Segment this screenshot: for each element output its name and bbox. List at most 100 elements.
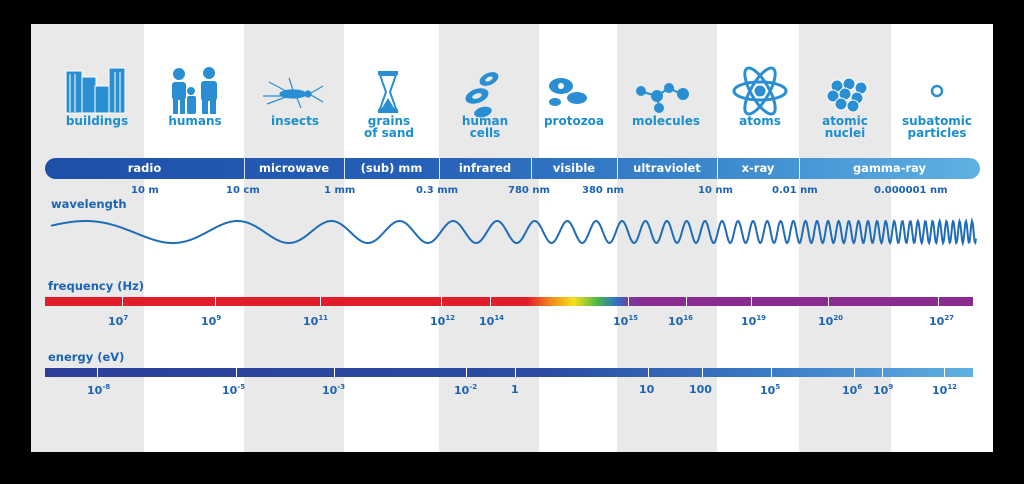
frequency-tick bbox=[490, 297, 491, 306]
label-nuclei-line1: atomic bbox=[822, 114, 868, 128]
nucleus-icon bbox=[826, 77, 868, 113]
frequency-label: 107 bbox=[108, 314, 129, 328]
wavelength-tick: 1 mm bbox=[324, 185, 356, 196]
frequency-tick bbox=[938, 297, 939, 306]
label-molecules: molecules bbox=[631, 114, 701, 128]
wavelength-tick: 780 nm bbox=[508, 185, 550, 196]
wavelength-tick: 0.3 mm bbox=[416, 185, 459, 196]
band-gamma-ray: gamma-ray bbox=[852, 161, 927, 175]
energy-label: 106 bbox=[842, 383, 863, 397]
energy-label: 100 bbox=[689, 383, 712, 396]
energy-tick bbox=[334, 368, 335, 377]
energy-tick bbox=[97, 368, 98, 377]
spectrum-band-bar bbox=[45, 158, 980, 179]
cells-icon bbox=[465, 72, 499, 118]
energy-tick bbox=[515, 368, 516, 377]
label-subatomic-line2: particles bbox=[907, 126, 967, 140]
atom-icon bbox=[732, 66, 788, 116]
energy-label: 10-3 bbox=[322, 383, 346, 397]
band-separator bbox=[439, 158, 440, 179]
humans-icon bbox=[172, 67, 217, 114]
protozoa-icon bbox=[549, 78, 587, 106]
energy-tick bbox=[466, 368, 467, 377]
diagram-panel: buildings humans insects grains of sand … bbox=[31, 24, 993, 452]
frequency-tick bbox=[628, 297, 629, 306]
band-microwave: microwave bbox=[259, 161, 329, 175]
band-infrared: infrared bbox=[458, 161, 512, 175]
frequency-tick bbox=[686, 297, 687, 306]
band-separator bbox=[617, 158, 618, 179]
frequency-tick bbox=[828, 297, 829, 306]
frequency-tick bbox=[441, 297, 442, 306]
energy-tick bbox=[648, 368, 649, 377]
wavelength-tick: 380 nm bbox=[582, 185, 624, 196]
band-separator bbox=[244, 158, 245, 179]
band-separator bbox=[717, 158, 718, 179]
band-visible: visible bbox=[552, 161, 596, 175]
label-protozoa: protozoa bbox=[543, 114, 605, 128]
energy-label: 10-5 bbox=[222, 383, 246, 397]
energy-label: 10-2 bbox=[454, 383, 478, 397]
frequency-label: 1020 bbox=[818, 314, 844, 328]
wavelength-tick: 0.01 nm bbox=[772, 185, 818, 196]
energy-label: 10 bbox=[639, 383, 655, 396]
label-atomic-nuclei: atomic nuclei bbox=[790, 115, 900, 139]
frequency-label: 1015 bbox=[613, 314, 639, 328]
band-separator bbox=[344, 158, 345, 179]
frequency-label: 109 bbox=[201, 314, 222, 328]
label-subatomic-particles: subatomic particles bbox=[882, 115, 992, 139]
wavelength-tick: 0.000001 nm bbox=[874, 185, 948, 196]
label-grains-line1: grains bbox=[367, 114, 411, 128]
hourglass-icon bbox=[378, 71, 398, 113]
frequency-label: 1012 bbox=[430, 314, 456, 328]
energy-tick bbox=[236, 368, 237, 377]
energy-label: 105 bbox=[760, 383, 781, 397]
label-atoms: atoms bbox=[739, 114, 781, 128]
frequency-tick bbox=[751, 297, 752, 306]
band-separator bbox=[531, 158, 532, 179]
frequency-tick bbox=[122, 297, 123, 306]
wavelength-wave bbox=[50, 217, 977, 247]
label-cells-line2: cells bbox=[469, 126, 501, 140]
frequency-label: 1016 bbox=[668, 314, 694, 328]
energy-tick bbox=[702, 368, 703, 377]
energy-bar bbox=[45, 368, 973, 377]
label-human-cells: human cells bbox=[430, 115, 540, 139]
frequency-label: 1019 bbox=[741, 314, 767, 328]
frequency-title: frequency (Hz) bbox=[48, 279, 145, 293]
label-grains-of-sand: grains of sand bbox=[334, 115, 444, 139]
energy-tick bbox=[944, 368, 945, 377]
energy-title: energy (eV) bbox=[48, 350, 125, 364]
label-insects: insects bbox=[271, 114, 319, 128]
frequency-label: 1014 bbox=[479, 314, 505, 328]
column-shade bbox=[617, 24, 717, 452]
frequency-label: 1011 bbox=[303, 314, 329, 328]
buildings-icon bbox=[65, 67, 126, 114]
energy-tick bbox=[882, 368, 883, 377]
energy-label: 1 bbox=[511, 383, 519, 396]
frequency-tick bbox=[320, 297, 321, 306]
band-radio: radio bbox=[127, 161, 162, 175]
frequency-bar bbox=[45, 297, 973, 306]
molecule-icon bbox=[636, 83, 689, 113]
band-xray: x-ray bbox=[741, 161, 775, 175]
energy-label: 10-8 bbox=[87, 383, 111, 397]
band-ultraviolet: ultraviolet bbox=[633, 161, 701, 175]
label-humans: humans bbox=[168, 114, 222, 128]
label-nuclei-line2: nuclei bbox=[824, 126, 866, 140]
label-buildings: buildings bbox=[65, 114, 129, 128]
energy-tick bbox=[854, 368, 855, 377]
energy-label: 1012 bbox=[932, 383, 958, 397]
object-icons bbox=[65, 66, 944, 118]
wavelength-tick: 10 nm bbox=[698, 185, 733, 196]
wavelength-tick: 10 cm bbox=[226, 185, 260, 196]
wavelength-title: wavelength bbox=[51, 197, 127, 211]
energy-label: 109 bbox=[873, 383, 894, 397]
insect-icon bbox=[263, 77, 324, 109]
label-cells-line1: human bbox=[461, 114, 509, 128]
particle-icon bbox=[930, 84, 944, 98]
band-separator bbox=[799, 158, 800, 179]
band-submm: (sub) mm bbox=[360, 161, 423, 175]
label-grains-line2: of sand bbox=[363, 126, 414, 140]
wavelength-tick: 10 m bbox=[131, 185, 159, 196]
